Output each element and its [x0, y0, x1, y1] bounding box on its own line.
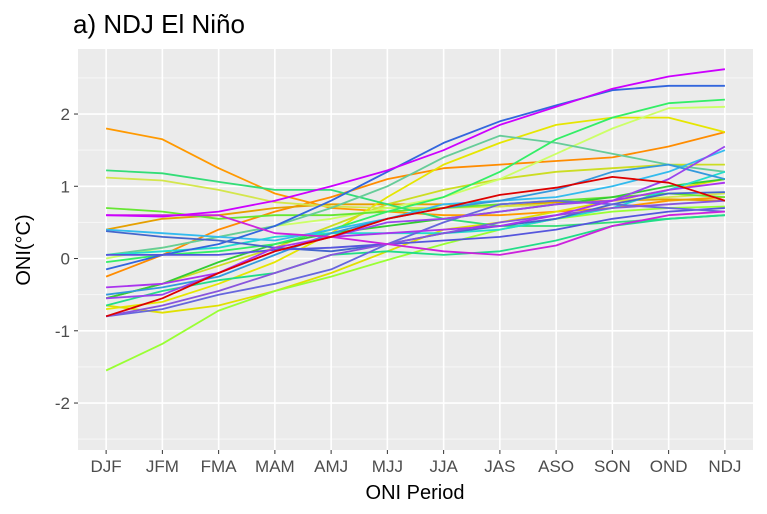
series-line-11: [105, 178, 726, 300]
series-line-6: [106, 176, 725, 209]
series-lines: [105, 68, 726, 372]
x-tick-label: AMJ: [314, 457, 348, 476]
series-line-26: [106, 210, 725, 256]
x-tick-label: MJJ: [372, 457, 403, 476]
y-tick-label: 1: [61, 177, 70, 196]
x-tick-label: JFM: [146, 457, 179, 476]
chart-title: a) NDJ El Niño: [73, 9, 245, 39]
series-line-15: [105, 98, 725, 263]
x-tick-label: DJF: [91, 457, 122, 476]
x-axis-ticks: DJF JFM FMA MAM AMJ MJJ JJA JAS ASO SON OND NDJ: [91, 450, 741, 476]
y-tick-label: -1: [55, 322, 70, 341]
series-line-23: [105, 199, 725, 318]
y-axis-ticks: -2 -1 0 1 2: [55, 105, 78, 413]
series-line-25: [106, 181, 726, 289]
y-tick-label: -2: [55, 394, 70, 413]
series-line-22: [105, 199, 725, 318]
series-line-9: [105, 205, 725, 372]
x-tick-label: JAS: [484, 457, 515, 476]
y-axis-title: ONI(°C): [13, 214, 35, 285]
series-line-4: [105, 116, 726, 310]
series-line-28: [105, 175, 726, 318]
x-tick-label: NDJ: [708, 457, 741, 476]
series-line-21: [106, 207, 725, 256]
series-line-27: [106, 68, 726, 218]
series-line-19: [105, 84, 725, 271]
x-tick-label: JJA: [429, 457, 458, 476]
x-tick-label: FMA: [201, 457, 238, 476]
x-axis-title: ONI Period: [366, 482, 465, 504]
series-line-17: [106, 149, 726, 242]
x-tick-label: SON: [594, 457, 631, 476]
x-tick-label: ASO: [538, 457, 574, 476]
y-tick-label: 2: [61, 105, 70, 124]
series-line-5: [105, 163, 725, 300]
series-line-13: [105, 134, 726, 256]
y-tick-label: 0: [61, 250, 70, 269]
x-tick-label: OND: [650, 457, 688, 476]
x-tick-label: MAM: [255, 457, 295, 476]
